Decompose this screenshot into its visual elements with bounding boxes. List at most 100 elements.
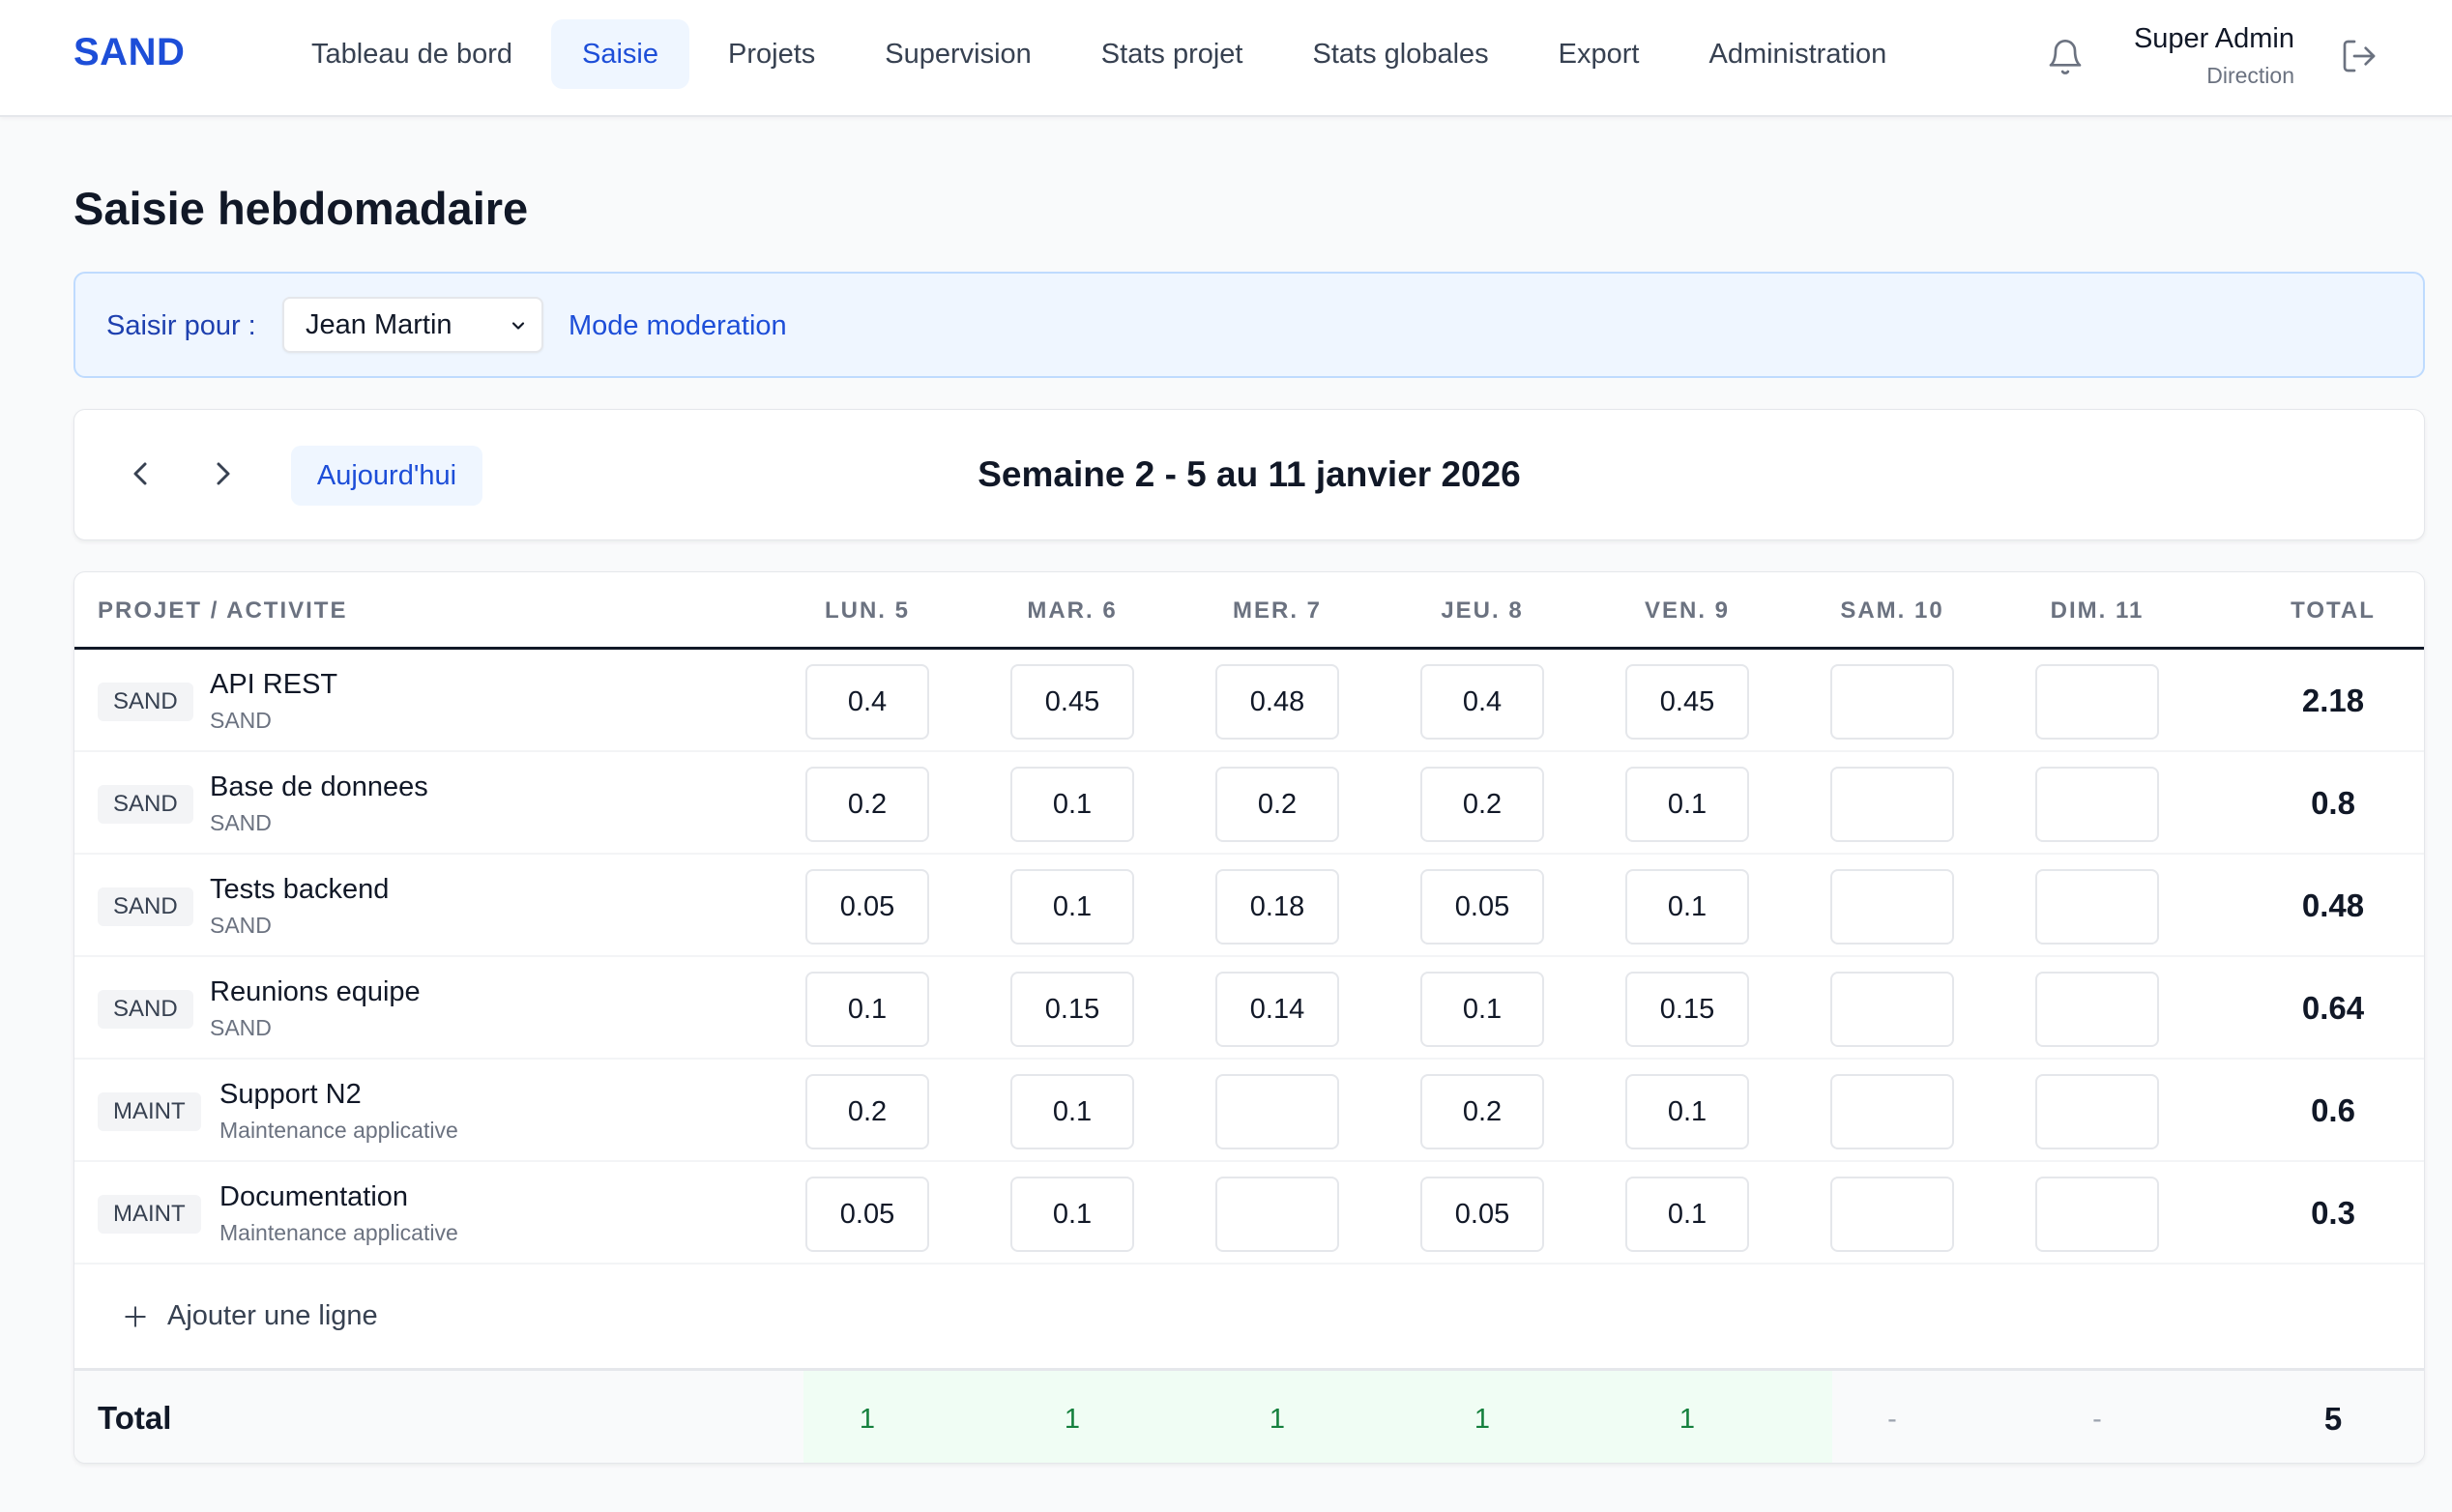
day-hours-input[interactable]	[1215, 1074, 1339, 1149]
day-hours-input[interactable]	[1625, 869, 1749, 945]
user-select[interactable]: Jean Martin	[282, 297, 543, 353]
nav-link-4[interactable]: Stats projet	[1100, 39, 1243, 70]
footer-total-label: Total	[98, 1400, 172, 1436]
day-hours-input[interactable]	[805, 1074, 929, 1149]
day-hours-input[interactable]	[1010, 1177, 1134, 1252]
day-hours-input[interactable]	[2035, 869, 2159, 945]
activity-name: Reunions equipe	[210, 976, 421, 1007]
bell-icon[interactable]	[2046, 37, 2085, 77]
mode-moderation-link[interactable]: Mode moderation	[569, 310, 787, 341]
day-hours-input[interactable]	[805, 1177, 929, 1252]
day-hours-input[interactable]	[1010, 1074, 1134, 1149]
day-hours-input[interactable]	[805, 869, 929, 945]
user-role: Direction	[2206, 63, 2294, 88]
table-row: MAINT Documentation Maintenance applicativ…	[74, 1162, 2424, 1265]
day-hours-input[interactable]	[1625, 767, 1749, 842]
project-badge: SAND	[98, 887, 193, 926]
today-button[interactable]: Aujourd'hui	[291, 446, 482, 506]
day-total: 1	[859, 1404, 876, 1435]
day-hours-input[interactable]	[1420, 869, 1544, 945]
day-hours-input[interactable]	[1420, 767, 1544, 842]
day-hours-input[interactable]	[1830, 1074, 1954, 1149]
activity-project: Maintenance applicative	[219, 1118, 458, 1143]
table-row: MAINT Support N2 Maintenance applicative 0.…	[74, 1060, 2424, 1162]
day-hours-input[interactable]	[1420, 1074, 1544, 1149]
day-hours-input[interactable]	[1830, 1177, 1954, 1252]
day-total: -	[1887, 1404, 1897, 1435]
top-navigation: SAND Tableau de bord Saisie Projets Supervi…	[0, 0, 2452, 117]
nav-link-3[interactable]: Supervision	[885, 39, 1032, 70]
nav-link-7[interactable]: Administration	[1708, 39, 1887, 70]
day-hours-input[interactable]	[1625, 1074, 1749, 1149]
column-header-7: DIM. 11	[2050, 597, 2145, 624]
user-select-value: Jean Martin	[306, 309, 452, 340]
brand-logo[interactable]: SAND	[73, 31, 186, 73]
column-header-1: LUN. 5	[824, 597, 910, 624]
day-hours-input[interactable]	[1830, 869, 1954, 945]
day-hours-input[interactable]	[805, 664, 929, 740]
activity-project: SAND	[210, 913, 272, 938]
day-hours-input[interactable]	[1215, 869, 1339, 945]
day-hours-input[interactable]	[1215, 767, 1339, 842]
day-hours-input[interactable]	[1830, 767, 1954, 842]
day-hours-input[interactable]	[1010, 664, 1134, 740]
nav-link-1[interactable]: Saisie	[551, 19, 689, 89]
day-hours-input[interactable]	[1625, 1177, 1749, 1252]
row-total: 0.64	[2301, 990, 2365, 1026]
day-hours-input[interactable]	[1215, 972, 1339, 1047]
activity-name: Documentation	[219, 1181, 409, 1212]
chevron-right-icon[interactable]	[204, 454, 243, 493]
day-hours-input[interactable]	[1010, 767, 1134, 842]
day-hours-input[interactable]	[805, 972, 929, 1047]
nav-links: Tableau de bord Saisie Projets Supervision S…	[280, 19, 1925, 89]
page-title: Saisie hebdomadaire	[73, 183, 529, 234]
activity-project: SAND	[210, 708, 272, 733]
day-hours-input[interactable]	[1830, 664, 1954, 740]
week-title: Semaine 2 - 5 au 11 janvier 2026	[978, 454, 1521, 494]
day-total: -	[2092, 1404, 2102, 1435]
row-total: 2.18	[2301, 683, 2365, 718]
nav-link-6[interactable]: Export	[1558, 39, 1640, 70]
table-row: SAND Base de donnees SAND 0.8	[74, 752, 2424, 855]
activity-project: SAND	[210, 1015, 272, 1040]
day-hours-input[interactable]	[805, 767, 929, 842]
user-name: Super Admin	[2133, 23, 2294, 54]
day-hours-input[interactable]	[2035, 767, 2159, 842]
day-hours-input[interactable]	[2035, 664, 2159, 740]
plus-icon	[125, 1305, 146, 1327]
day-hours-input[interactable]	[2035, 1177, 2159, 1252]
nav-link-2[interactable]: Projets	[728, 39, 816, 70]
table-footer: Total 1 1 1 1 1 - - 5	[74, 1368, 2424, 1463]
grand-total: 5	[2323, 1401, 2343, 1437]
project-badge: SAND	[98, 785, 193, 824]
day-hours-input[interactable]	[1625, 972, 1749, 1047]
day-hours-input[interactable]	[1010, 972, 1134, 1047]
day-hours-input[interactable]	[1420, 1177, 1544, 1252]
day-hours-input[interactable]	[1625, 664, 1749, 740]
day-hours-input[interactable]	[2035, 972, 2159, 1047]
row-total: 0.8	[2311, 785, 2355, 821]
week-navigation-card: Aujourd'hui Semaine 2 - 5 au 11 janvier …	[73, 409, 2425, 540]
day-total: 1	[1064, 1404, 1081, 1435]
saisir-pour-label: Saisir pour :	[106, 310, 256, 341]
day-hours-input[interactable]	[2035, 1074, 2159, 1149]
table-header: PROJET / ACTIVITE LUN. 5 MAR. 6 MER. 7 JEU. …	[74, 572, 2424, 650]
day-hours-input[interactable]	[1420, 972, 1544, 1047]
day-hours-input[interactable]	[1420, 664, 1544, 740]
logout-icon[interactable]	[2340, 37, 2379, 75]
day-hours-input[interactable]	[1830, 972, 1954, 1047]
timesheet-table: PROJET / ACTIVITE LUN. 5 MAR. 6 MER. 7 JEU. …	[73, 571, 2425, 1464]
project-badge: MAINT	[98, 1092, 201, 1131]
day-hours-input[interactable]	[1215, 1177, 1339, 1252]
user-block: Super Admin Direction	[2134, 23, 2294, 89]
row-total: 0.3	[2311, 1195, 2355, 1231]
nav-link-5[interactable]: Stats globales	[1312, 39, 1489, 70]
day-hours-input[interactable]	[1215, 664, 1339, 740]
activity-name: Base de donnees	[210, 771, 428, 802]
day-total: 1	[1474, 1404, 1491, 1435]
day-hours-input[interactable]	[1010, 869, 1134, 945]
add-line-button[interactable]: Ajouter une ligne	[123, 1300, 378, 1332]
nav-link-0[interactable]: Tableau de bord	[311, 39, 512, 70]
activity-project: SAND	[210, 810, 272, 835]
chevron-left-icon[interactable]	[121, 454, 160, 493]
